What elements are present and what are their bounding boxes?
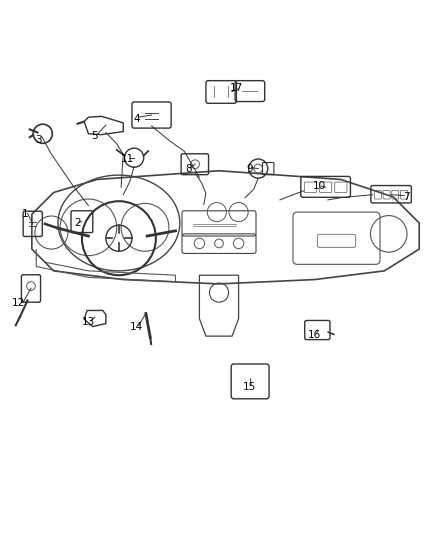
Text: 10: 10 xyxy=(313,181,326,191)
Text: 12: 12 xyxy=(12,298,25,309)
Text: 14: 14 xyxy=(130,321,143,332)
Text: 4: 4 xyxy=(133,114,140,124)
Text: 8: 8 xyxy=(185,164,192,174)
Text: 5: 5 xyxy=(92,131,98,141)
Text: 7: 7 xyxy=(403,192,410,202)
Text: 3: 3 xyxy=(35,135,42,146)
Text: 9: 9 xyxy=(246,164,253,174)
Text: 15: 15 xyxy=(243,383,256,392)
Text: 13: 13 xyxy=(82,317,95,327)
Text: 11: 11 xyxy=(121,154,134,164)
Text: 2: 2 xyxy=(74,218,81,228)
Text: 17: 17 xyxy=(230,83,243,93)
Text: 16: 16 xyxy=(308,330,321,340)
Text: 1: 1 xyxy=(22,209,28,219)
